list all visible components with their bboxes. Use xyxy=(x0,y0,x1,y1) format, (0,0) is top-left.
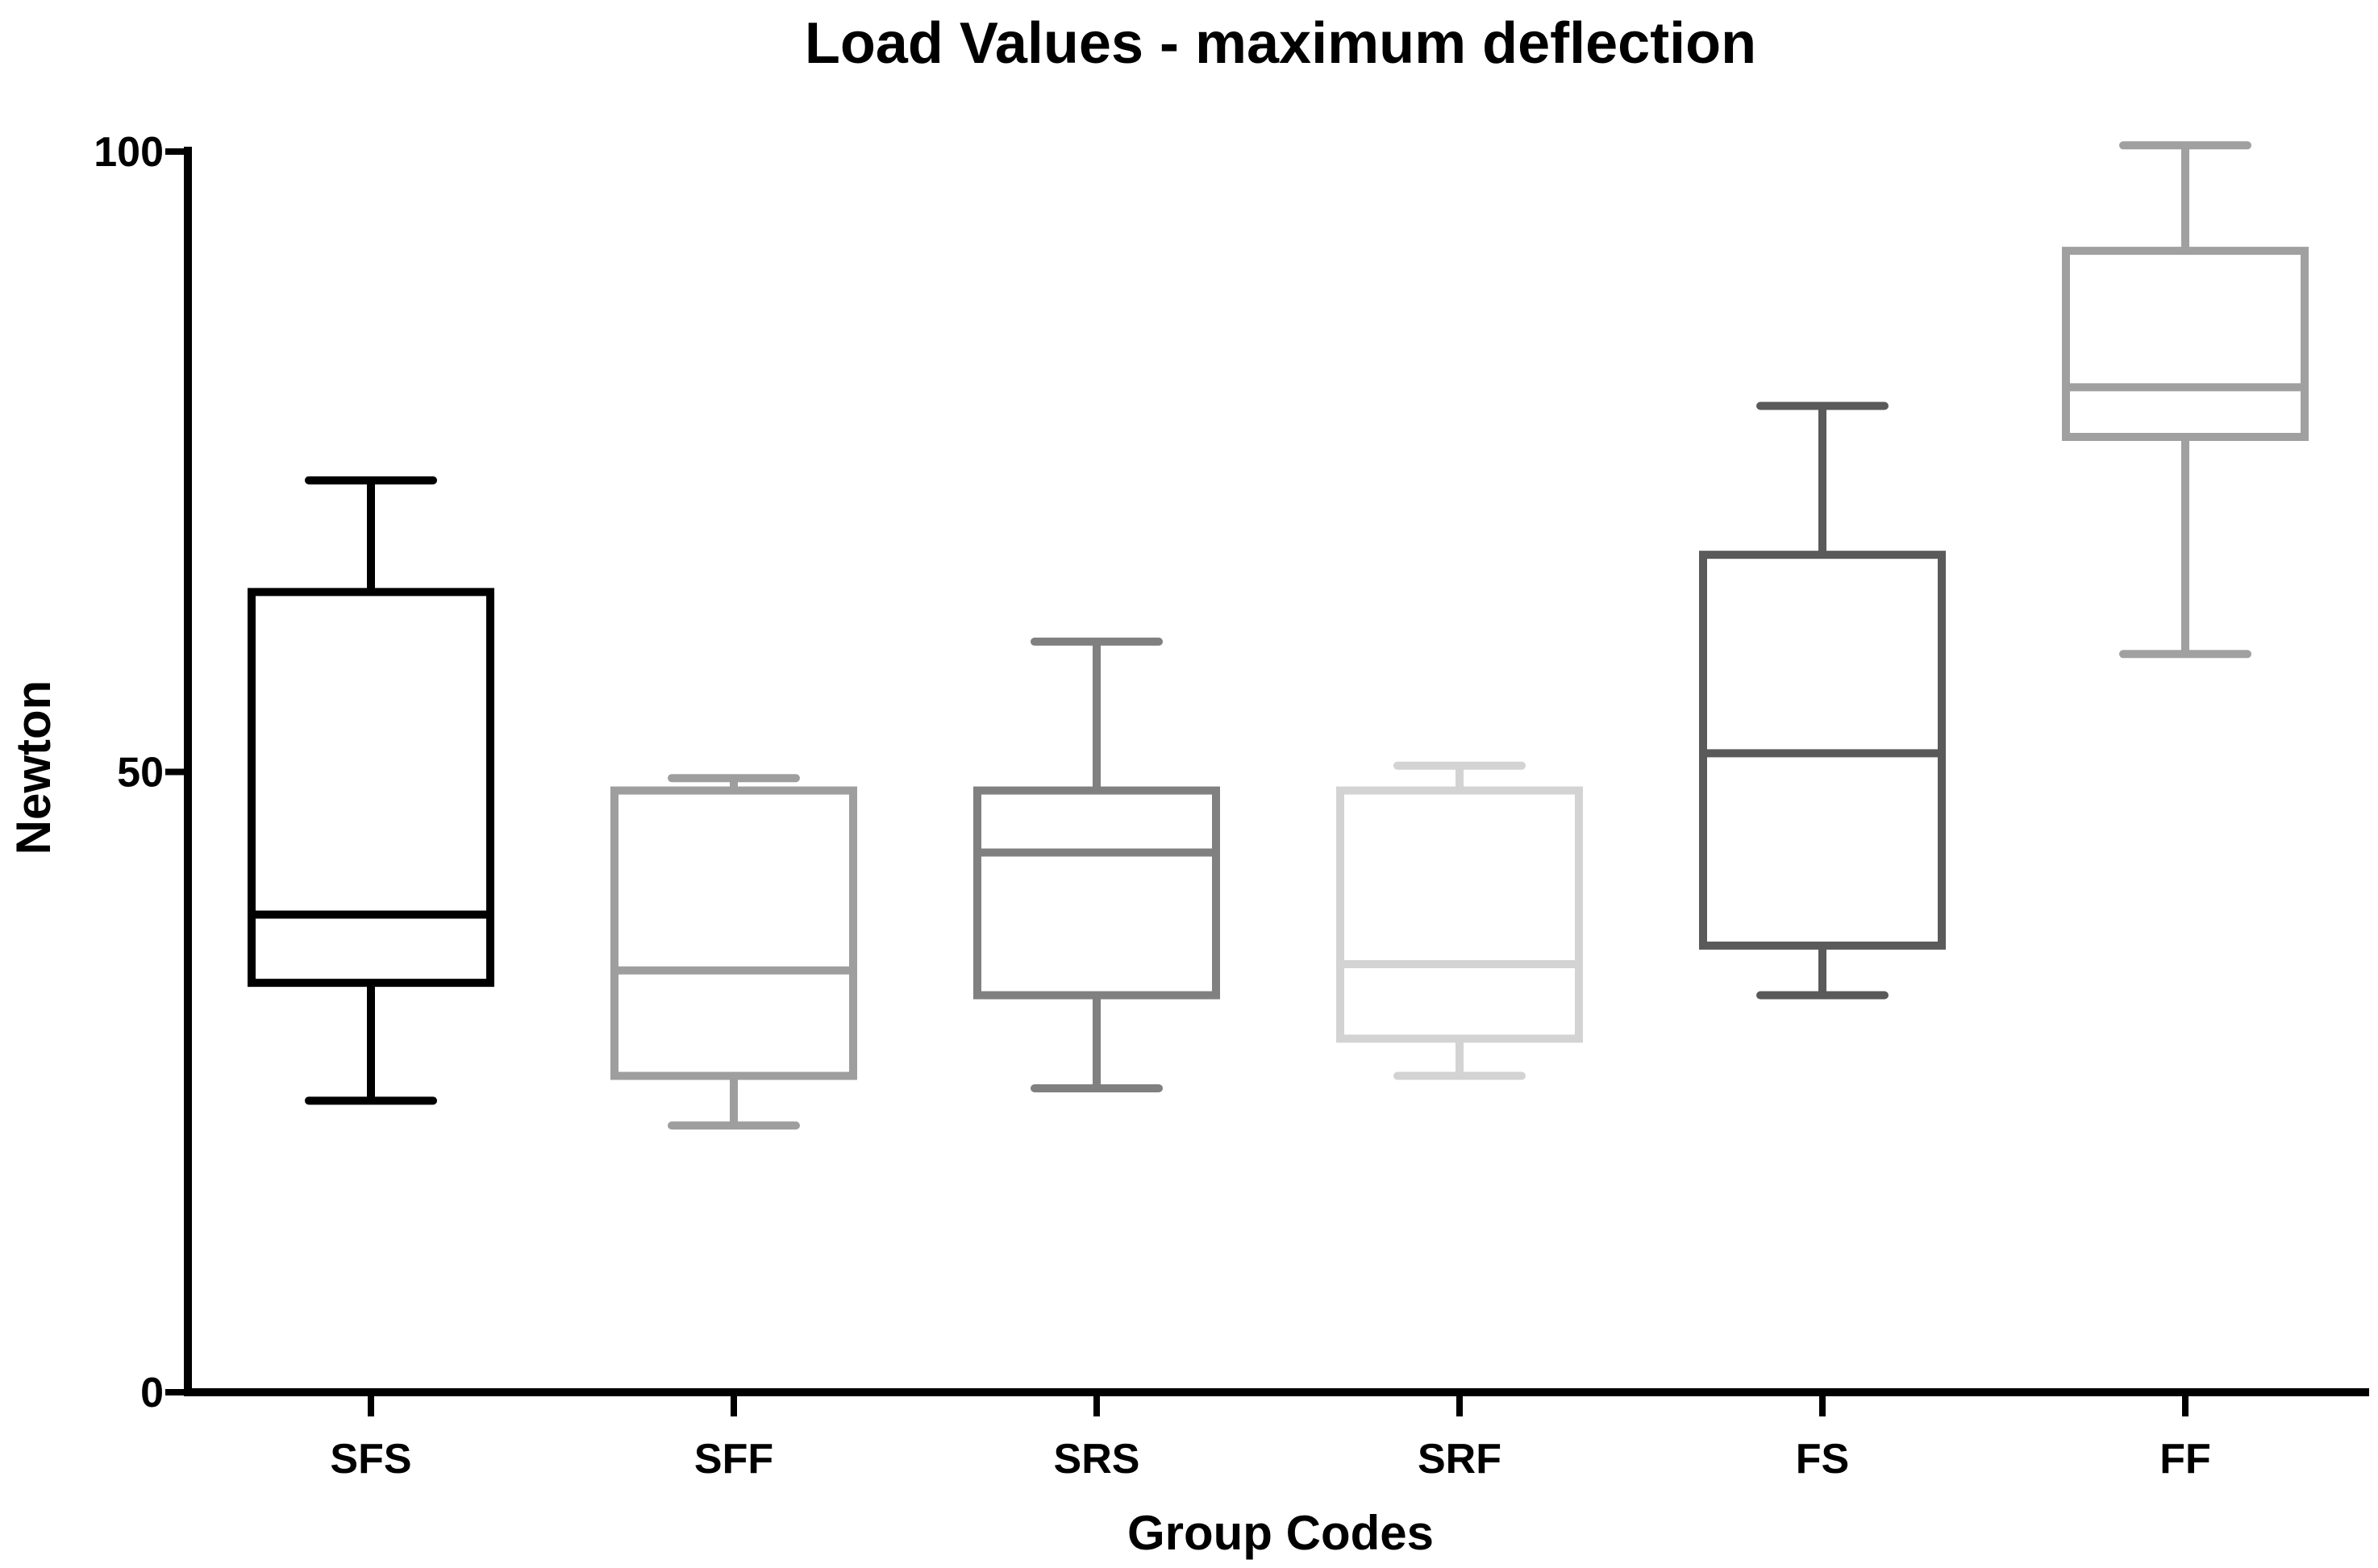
box-sfs xyxy=(248,476,494,1105)
iqr-box xyxy=(973,786,1220,1000)
x-tick-label: SFF xyxy=(694,1436,773,1483)
iqr-box xyxy=(2062,247,2309,441)
y-tick-label: 100 xyxy=(94,129,164,176)
x-tick-label: SRF xyxy=(1418,1436,1501,1483)
box-ff xyxy=(2062,141,2309,659)
chart-title: Load Values - maximum deflection xyxy=(805,11,1756,76)
y-axis-ticks: 0 50 100 xyxy=(94,129,188,1416)
x-tick-label: SFS xyxy=(330,1436,411,1483)
y-axis-label: Newton xyxy=(6,680,60,855)
box-series xyxy=(248,141,2309,1130)
axes xyxy=(184,147,2369,1396)
box-srs xyxy=(973,637,1220,1092)
x-tick-label: FS xyxy=(1796,1436,1849,1483)
box-srf xyxy=(1336,761,1583,1080)
x-tick-label: SRS xyxy=(1054,1436,1140,1483)
box-fs xyxy=(1699,401,1946,1000)
iqr-box xyxy=(610,786,857,1080)
y-tick-label: 0 xyxy=(140,1370,164,1416)
x-tick-label: FF xyxy=(2159,1436,2211,1483)
box-sff xyxy=(610,774,857,1130)
x-axis-ticks: SFS SFF SRS SRF FS FF xyxy=(330,1392,2211,1483)
iqr-box xyxy=(248,588,494,988)
y-tick-label: 50 xyxy=(117,750,164,796)
iqr-box xyxy=(1336,786,1583,1043)
x-axis-label: Group Codes xyxy=(1127,1506,1434,1560)
